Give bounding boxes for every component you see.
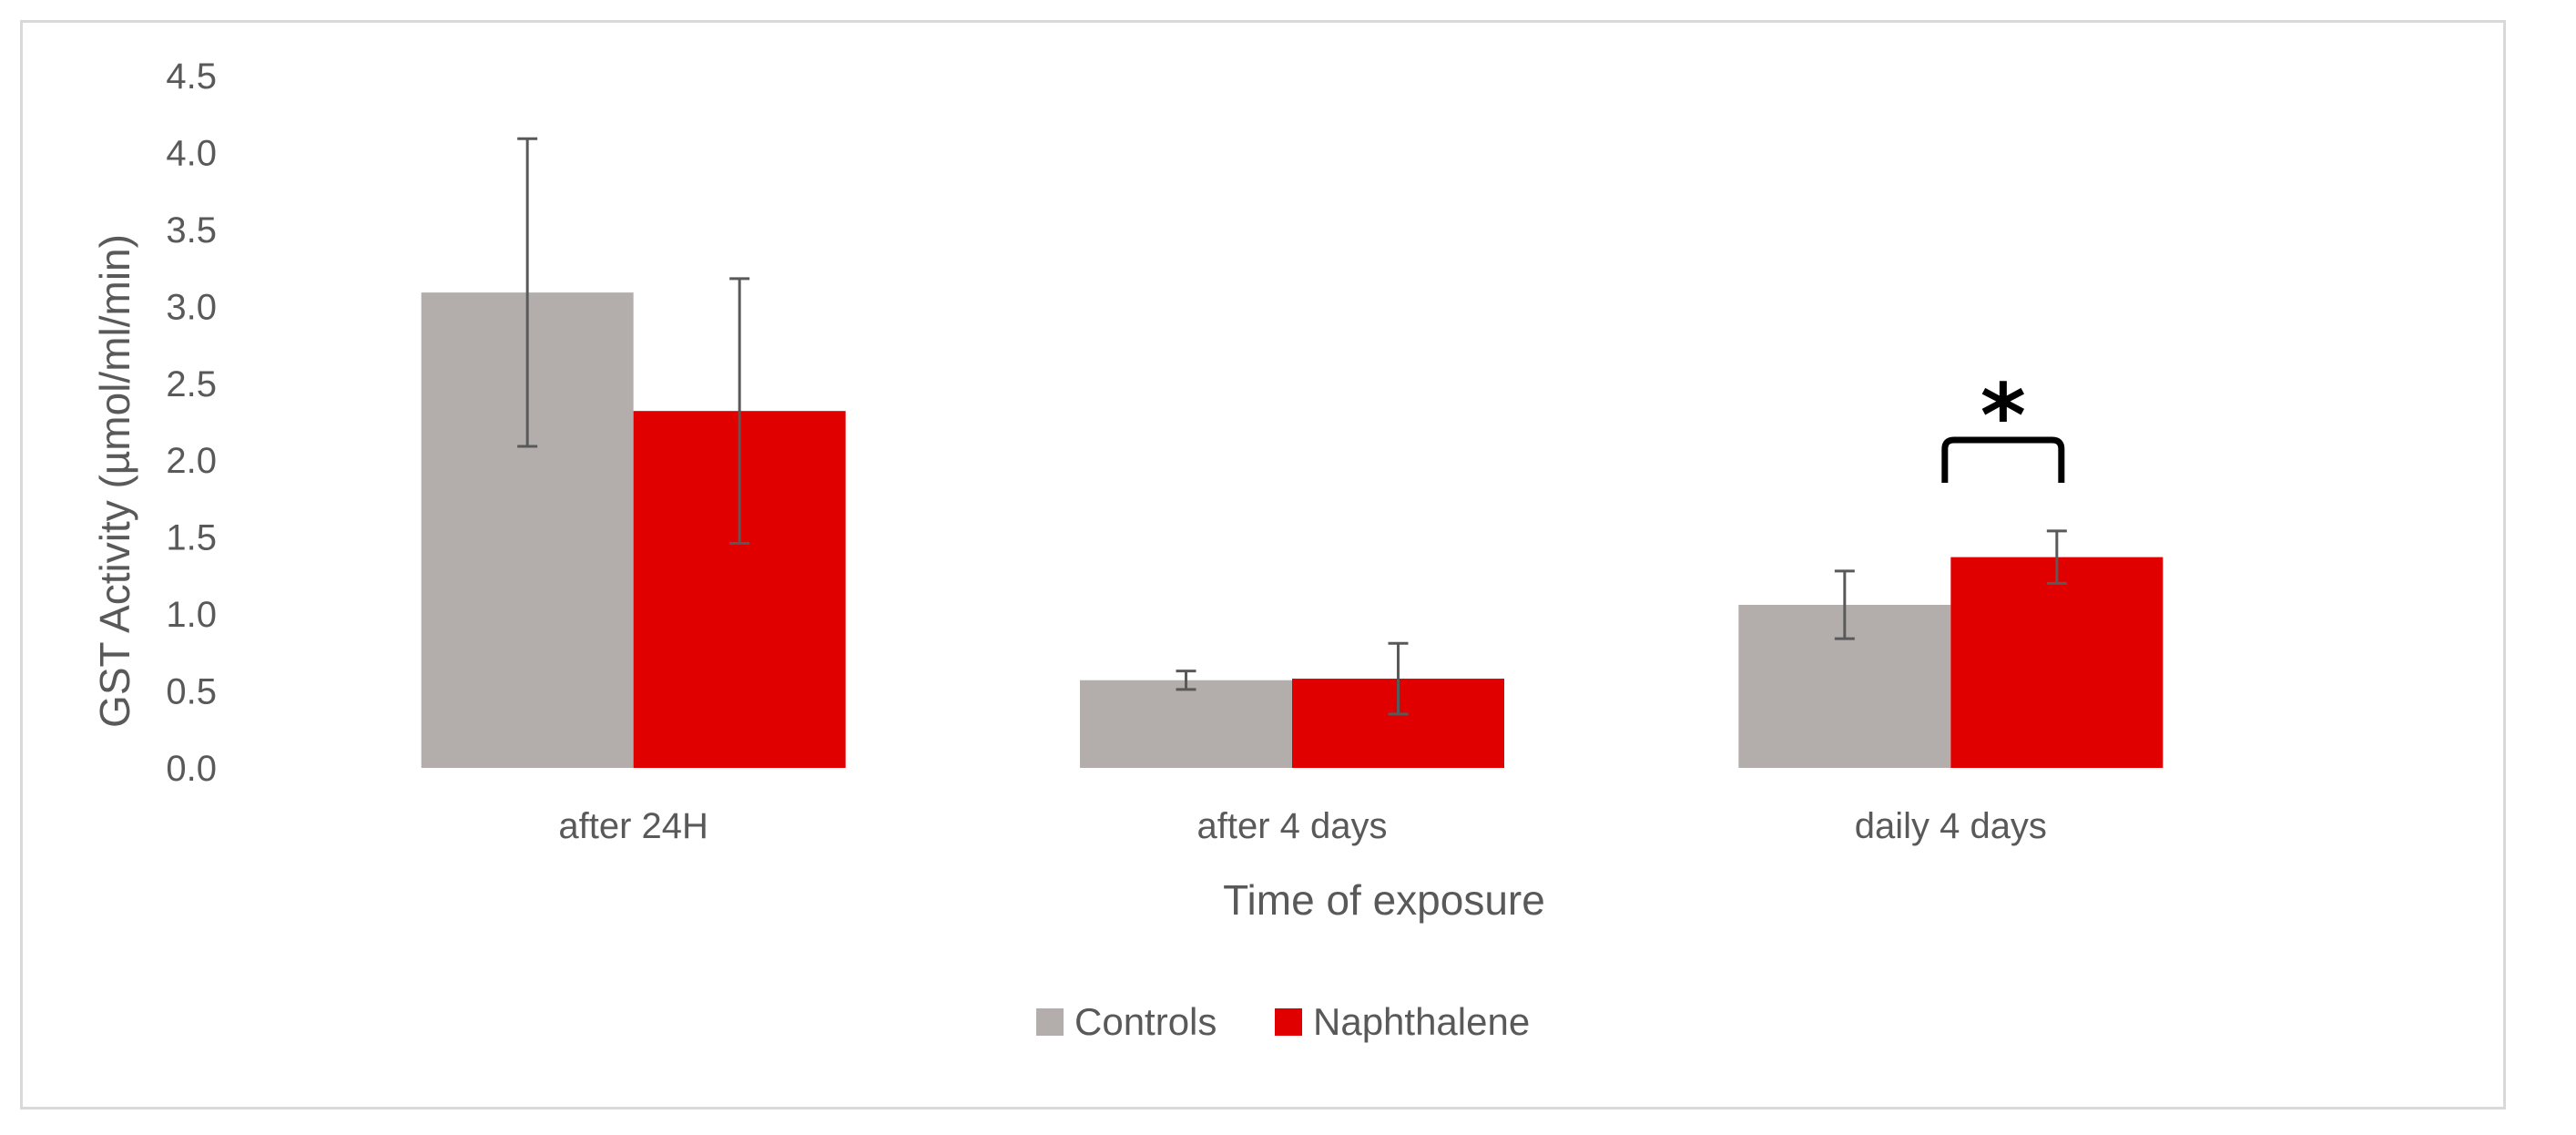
y-tick-label: 0.0 xyxy=(166,749,217,789)
y-tick-label: 0.5 xyxy=(166,672,217,712)
bars xyxy=(421,292,2164,769)
y-tick-label: 1.5 xyxy=(166,518,217,558)
legend-label-naphthalene: Naphthalene xyxy=(1313,1000,1530,1043)
x-axis-title: Time of exposure xyxy=(1223,876,1545,924)
y-tick-label: 3.5 xyxy=(166,210,217,251)
legend-swatch-naphthalene xyxy=(1275,1008,1302,1036)
x-tick-labels: after 24H after 4 days daily 4 days xyxy=(558,806,2047,846)
y-axis-title-group: GST Activity (µmol/ml/min) xyxy=(91,234,138,728)
y-tick-label: 1.0 xyxy=(166,595,217,635)
annotations: * xyxy=(1941,365,2065,483)
bar-naphthalene xyxy=(1950,557,2164,768)
y-axis-title: GST Activity (µmol/ml/min) xyxy=(91,234,138,728)
legend-swatch-controls xyxy=(1036,1008,1064,1036)
x-tick-label: after 24H xyxy=(558,806,708,846)
x-tick-label: daily 4 days xyxy=(1855,806,2047,846)
y-tick-label: 4.0 xyxy=(166,133,217,173)
legend-label-controls: Controls xyxy=(1074,1000,1217,1043)
y-tick-label: 2.5 xyxy=(166,364,217,404)
y-tick-label: 3.0 xyxy=(166,287,217,327)
y-tick-labels: 0.0 0.5 1.0 1.5 2.0 2.5 3.0 3.5 4.0 4.5 xyxy=(166,56,217,789)
significance-bracket xyxy=(1941,436,2065,483)
y-tick-label: 2.0 xyxy=(166,441,217,481)
bar-controls xyxy=(1080,680,1292,768)
y-tick-label: 4.5 xyxy=(166,56,217,97)
legend: Controls Naphthalene xyxy=(1036,1000,1530,1043)
significance-star: * xyxy=(1980,365,2026,467)
x-tick-label: after 4 days xyxy=(1196,806,1387,846)
error-bars xyxy=(517,137,2067,716)
